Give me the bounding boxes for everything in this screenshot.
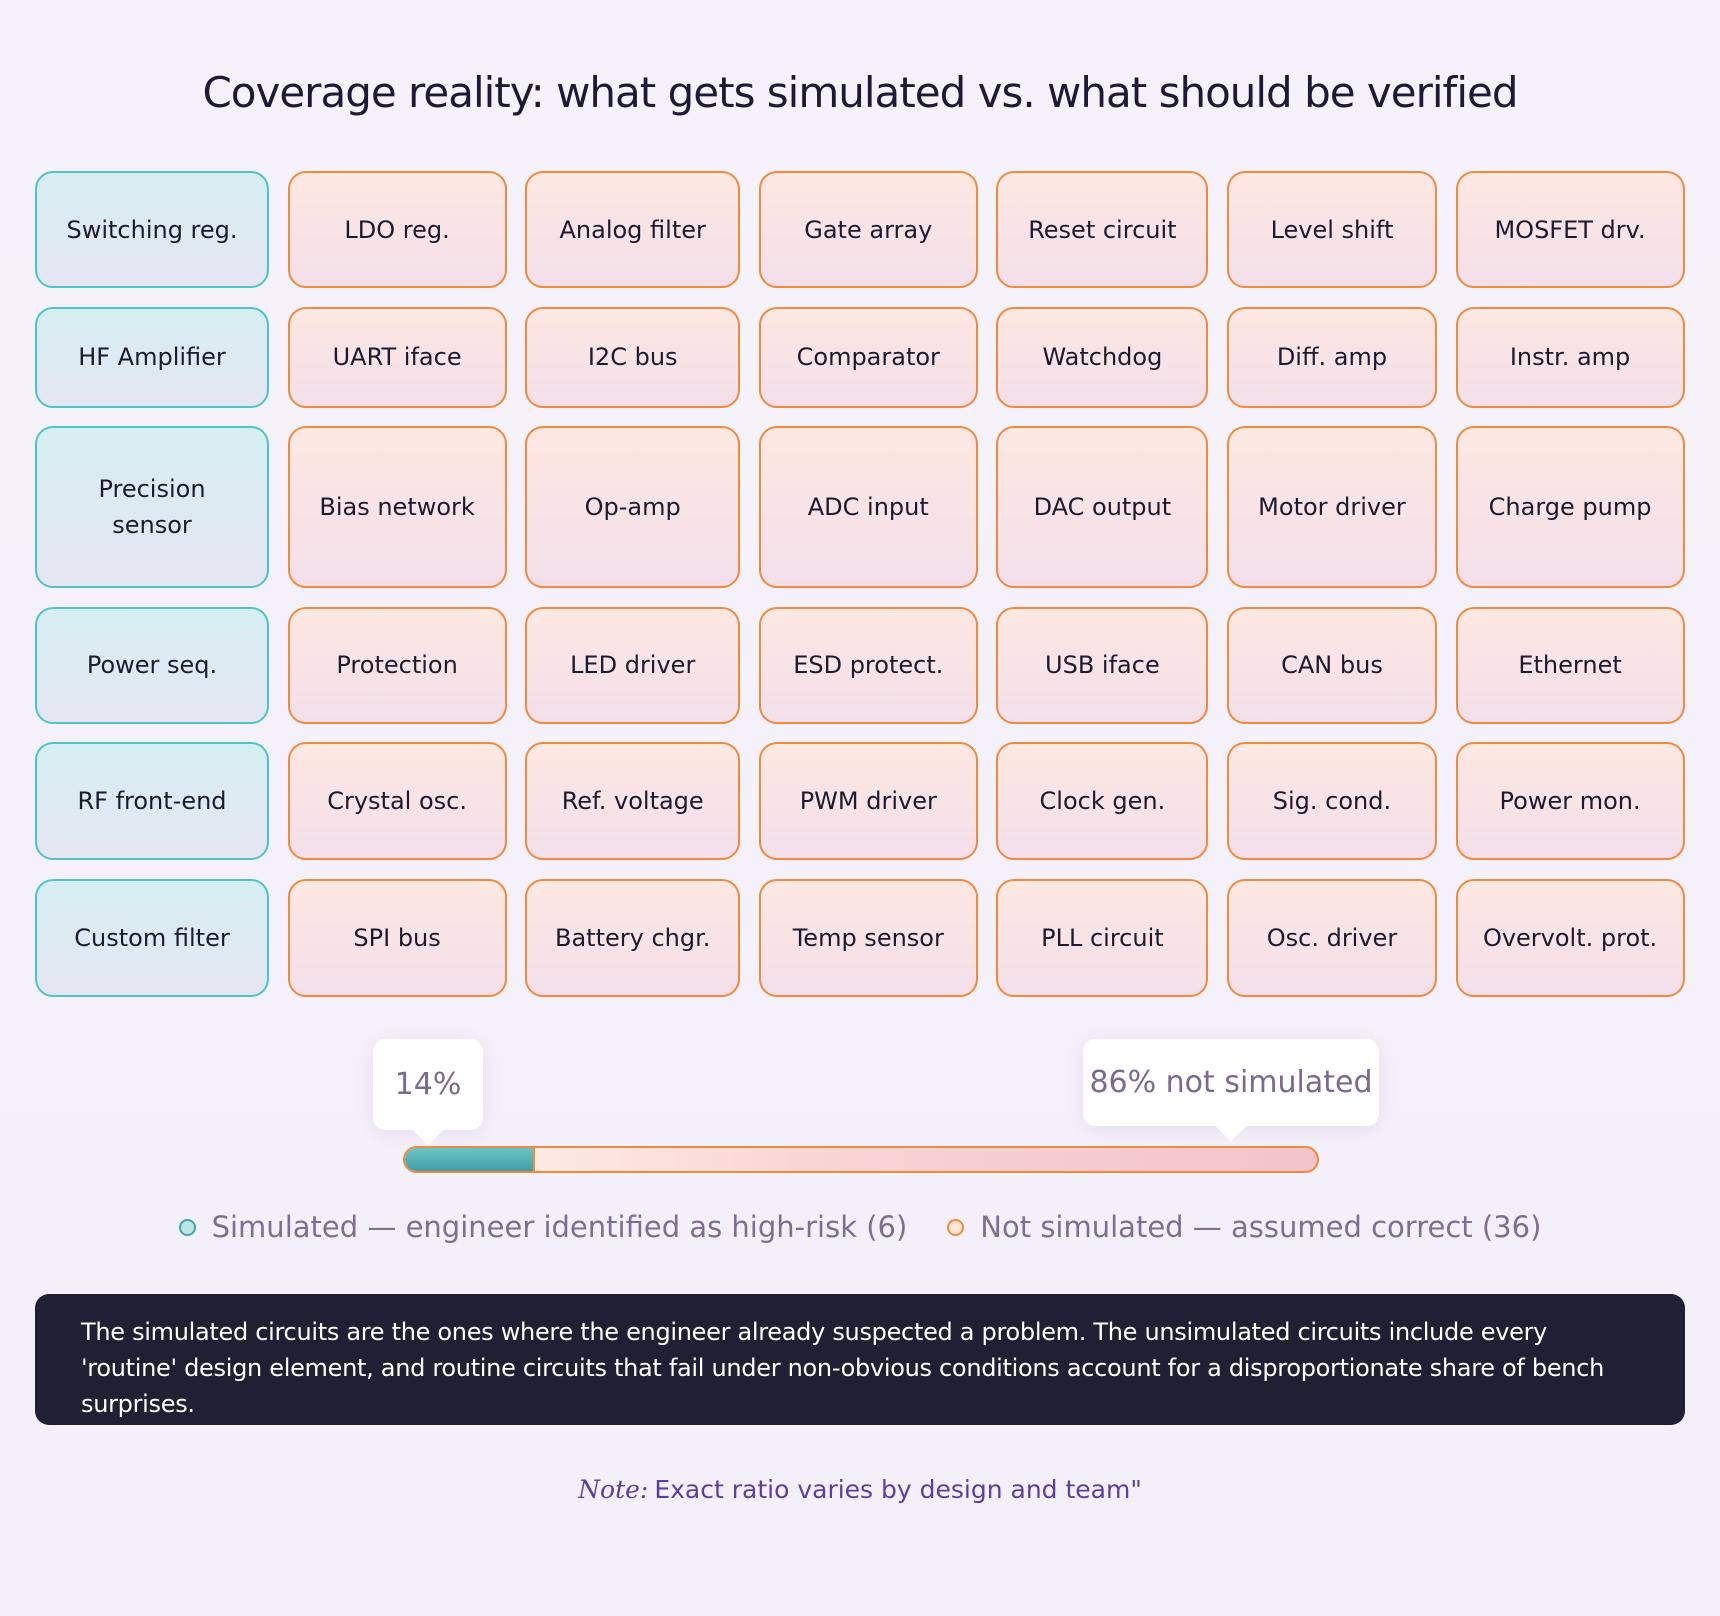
title: Coverage reality: what gets simulated vs…: [202, 68, 1518, 117]
unsimulated-circuit: MOSFET drv.: [1455, 171, 1685, 288]
unsimulated-circuit: USB iface: [996, 606, 1209, 724]
legend-text: Simulated — engineer identified as high-…: [211, 1210, 908, 1244]
simulated-circuit: Power seq.: [35, 606, 269, 724]
note: Note: Exact ratio varies by design and te…: [0, 1475, 1720, 1504]
unsimulated-circuit: PWM driver: [758, 742, 978, 861]
unsimulated-circuit: I2C bus: [525, 306, 741, 408]
simulated-label: 14%: [373, 1039, 483, 1130]
unsimulated-circuit: Power mon.: [1455, 742, 1685, 861]
unsimulated-circuit: Osc. driver: [1226, 878, 1437, 997]
unsimulated-circuit: Comparator: [758, 306, 978, 408]
unsimulated-circuit: LDO reg.: [287, 171, 507, 288]
legend: Simulated — engineer identified as high-…: [0, 1210, 1720, 1244]
unsimulated-circuit: Watchdog: [996, 306, 1209, 408]
unsimulated-circuit: PLL circuit: [996, 878, 1209, 997]
unsimulated-circuit: Clock gen.: [996, 742, 1209, 861]
unsimulated-circuit: Instr. amp: [1455, 306, 1685, 408]
progress-fill: [405, 1148, 535, 1171]
unsimulated-circuit: Crystal osc.: [287, 742, 507, 861]
legend-text: Not simulated — assumed correct (36): [980, 1210, 1542, 1244]
unsimulated-circuit: Overvolt. prot.: [1455, 878, 1685, 997]
unsimulated-circuit: Battery chgr.: [525, 878, 741, 997]
simulated-circuit: RF front-end: [35, 742, 269, 861]
unsimulated-circuit: Protection: [287, 606, 507, 724]
unsimulated-circuit: CAN bus: [1226, 606, 1437, 724]
unsimulated-circuit: Ethernet: [1455, 606, 1685, 724]
callout: The simulated circuits are the ones wher…: [35, 1294, 1685, 1425]
unsimulated-circuit: Op-amp: [525, 426, 741, 589]
unsimulated-circuit: UART iface: [287, 306, 507, 408]
unsimulated-circuit: Reset circuit: [996, 171, 1209, 288]
legend-dot: [178, 1218, 196, 1236]
unsimulated-circuit: DAC output: [996, 426, 1209, 589]
legend-dot: [947, 1218, 965, 1236]
unsimulated-circuit: Gate array: [758, 171, 978, 288]
unsimulated-circuit: Level shift: [1226, 171, 1437, 288]
simulated-circuit: HF Amplifier: [35, 306, 269, 408]
progress-bar: [403, 1146, 1319, 1173]
note-prefix: Note:: [578, 1475, 649, 1504]
unsimulated-circuit: Charge pump: [1455, 426, 1685, 589]
unsimulated-circuit: Sig. cond.: [1226, 742, 1437, 861]
unsimulated-circuit: LED driver: [525, 606, 741, 724]
unsimulated-circuit: ESD protect.: [758, 606, 978, 724]
unsimulated-circuit: ADC input: [758, 426, 978, 589]
simulated-circuit: Precision sensor: [35, 426, 269, 589]
legend-item: Simulated — engineer identified as high-…: [178, 1210, 908, 1244]
circuit-grid: Switching reg. LDO reg. Analog filter Gate …: [35, 171, 1685, 997]
legend-item: Not simulated — assumed correct (36): [947, 1210, 1541, 1244]
simulated-circuit: Switching reg.: [35, 171, 269, 288]
unsimulated-circuit: Motor driver: [1226, 426, 1437, 589]
unsimulated-circuit: Ref. voltage: [525, 742, 741, 861]
not-simulated-label: 86% not simulated: [1083, 1039, 1379, 1126]
simulated-circuit: Custom filter: [35, 878, 269, 997]
unsimulated-circuit: Analog filter: [525, 171, 741, 288]
unsimulated-circuit: Bias network: [287, 426, 507, 589]
unsimulated-circuit: SPI bus: [287, 878, 507, 997]
unsimulated-circuit: Diff. amp: [1226, 306, 1437, 408]
note-text: Exact ratio varies by design and team": [654, 1475, 1142, 1504]
unsimulated-circuit: Temp sensor: [758, 878, 978, 997]
